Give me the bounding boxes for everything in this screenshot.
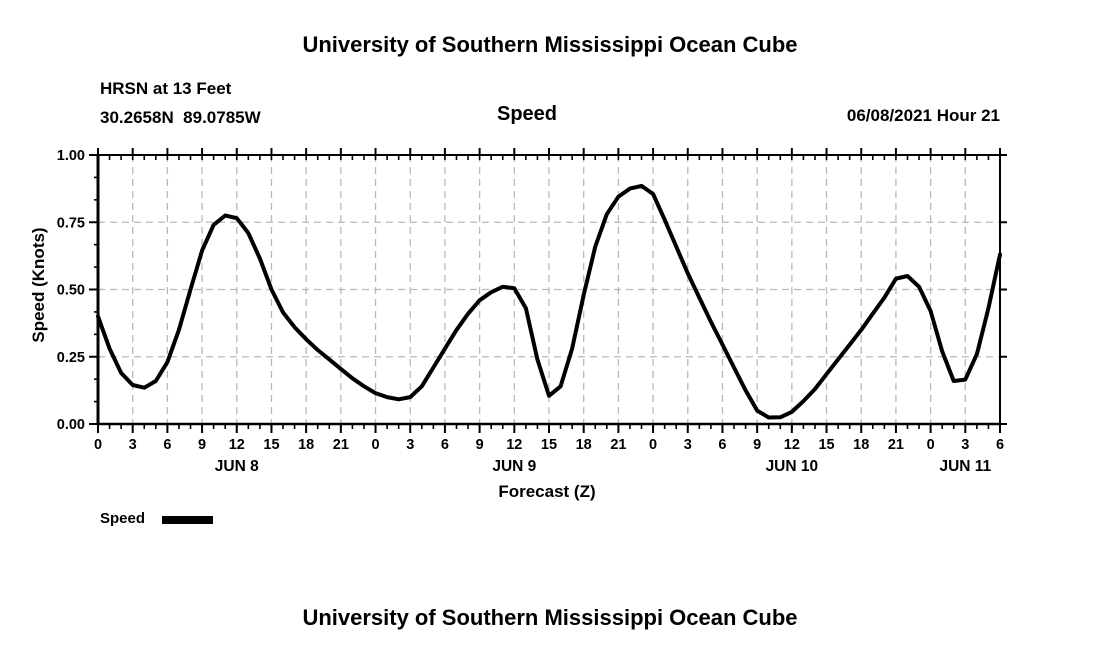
x-tick-label: 12 [784,437,800,453]
top-title: University of Southern Mississippi Ocean… [302,32,798,57]
speed-series-line [96,183,1002,420]
x-tick-label: 18 [853,437,869,453]
bottom-title: University of Southern Mississippi Ocean… [302,605,798,630]
x-tick-label: 9 [476,437,484,453]
x-tick-label: 3 [129,437,137,453]
x-tick-label: 9 [198,437,206,453]
x-tick-label: 3 [684,437,692,453]
x-tick-label: 21 [888,437,904,453]
x-day-label: JUN 11 [939,458,991,475]
x-day-label: JUN 8 [215,458,259,475]
y-tick-label: 0.50 [57,283,85,299]
x-tick-label: 3 [406,437,414,453]
x-axis-label: Forecast (Z) [498,482,596,501]
datetime-label: 06/08/2021 Hour 21 [846,106,1000,125]
x-day-label: JUN 10 [766,458,819,475]
x-tick-label: 15 [818,437,834,453]
x-tick-label: 0 [94,437,102,453]
x-tick-label: 6 [441,437,449,453]
x-tick-label: 21 [333,437,349,453]
x-day-label: JUN 9 [492,458,536,475]
y-tick-label: 0.75 [57,215,85,231]
x-tick-label: 15 [263,437,279,453]
x-tick-label: 6 [996,437,1004,453]
coordinates-label: 30.2658N 89.0785W [100,108,261,127]
x-tick-label: 15 [541,437,557,453]
x-tick-label: 18 [576,437,592,453]
x-tick-label: 21 [610,437,626,453]
y-tick-label: 1.00 [57,148,85,164]
x-tick-label: 6 [163,437,171,453]
x-tick-label: 0 [371,437,379,453]
x-tick-label: 12 [506,437,522,453]
x-tick-label: 0 [649,437,657,453]
station-label: HRSN at 13 Feet [100,79,232,98]
x-tick-label: 0 [927,437,935,453]
x-tick-label: 3 [961,437,969,453]
y-tick-label: 0.00 [57,417,85,433]
x-tick-label: 12 [229,437,245,453]
y-tick-label: 0.25 [57,350,85,366]
x-tick-label: 18 [298,437,314,453]
chart-title: Speed [496,103,558,125]
y-axis-label: Speed (Knots) [29,227,48,343]
legend-line-swatch-icon [162,516,213,524]
legend-label: Speed [100,510,146,527]
x-tick-label: 6 [718,437,726,453]
x-tick-label: 9 [753,437,761,453]
